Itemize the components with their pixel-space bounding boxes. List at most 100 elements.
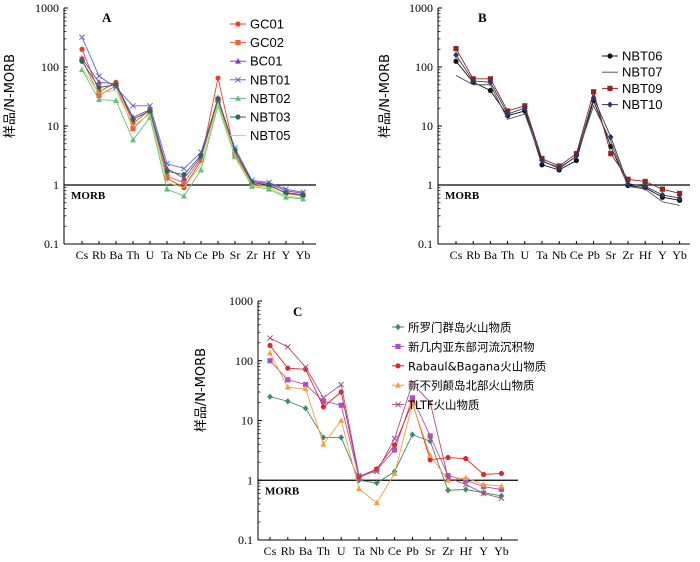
legend-marker: [395, 382, 401, 388]
data-point: [249, 179, 255, 186]
series-line: [455, 60, 680, 201]
legend-entry: GC01: [230, 17, 284, 32]
data-point: [164, 173, 170, 179]
morb-label: MORB: [265, 485, 300, 497]
y-axis-label: 样品/N-MORB: [194, 348, 209, 432]
legend-label: NBT03: [250, 110, 290, 125]
data-point: [374, 479, 380, 487]
data-point: [130, 126, 136, 132]
legend-entry: NBT06: [602, 49, 662, 64]
x-tick-label-u: U: [337, 544, 346, 558]
x-tick-label-cs: Cs: [264, 544, 277, 558]
x-tick-label-ce: Ce: [388, 544, 401, 558]
legend-label: NBT10: [622, 97, 662, 112]
data-point: [445, 477, 451, 483]
data-point: [96, 92, 102, 99]
legend-marker: [235, 21, 241, 27]
x-tick-label-yb: Yb: [672, 248, 687, 262]
x-tick-label-nb: Nb: [177, 248, 192, 262]
data-point: [267, 393, 273, 400]
chart-panel-a: MORB 1000 100 10 1 0.1 样品/N-MORB A Cs Rb Ba Th U Ta Nb…: [3, 1, 316, 262]
legend-marker: [395, 323, 401, 331]
data-point: [113, 82, 119, 88]
x-tick-label-ta: Ta: [161, 248, 173, 262]
y-tick-label: 1000: [409, 1, 433, 15]
data-point: [453, 51, 459, 59]
legend-entry: NBT10: [602, 97, 662, 112]
data-point: [338, 434, 344, 441]
data-point: [445, 487, 451, 494]
legend-label: TLTF火山物质: [407, 398, 480, 412]
panel-label: C: [293, 304, 302, 319]
series-line: [81, 68, 304, 199]
data-point: [130, 116, 136, 122]
data-point: [659, 186, 665, 192]
data-point: [302, 405, 309, 412]
data-point: [373, 468, 380, 475]
data-point: [147, 108, 153, 114]
legend-label: NBT05: [250, 128, 290, 143]
data-point: [573, 157, 580, 164]
data-point: [164, 185, 170, 192]
data-point: [409, 395, 415, 401]
legend-label: NBT01: [250, 72, 290, 87]
series-line: [269, 345, 502, 478]
data-point: [303, 381, 309, 388]
x-tick-label-zr: Zr: [442, 544, 453, 558]
data-point: [392, 442, 398, 448]
data-point: [96, 73, 102, 80]
y-tick-label: 1: [247, 473, 253, 487]
legend-label: NBT07: [622, 65, 662, 80]
series-1: [267, 393, 505, 499]
data-point: [320, 404, 326, 410]
data-point: [659, 191, 666, 199]
data-point: [181, 179, 187, 186]
x-tick-label-th: Th: [126, 248, 139, 262]
data-point: [338, 381, 345, 388]
y-tick-label: 1: [427, 178, 433, 192]
series-7: [81, 68, 304, 199]
data-point: [498, 495, 505, 502]
data-point: [427, 399, 434, 406]
data-point: [470, 77, 476, 85]
x-tick-label-nb: Nb: [369, 544, 384, 558]
series-line: [81, 69, 304, 200]
x-tick-label-rb: Rb: [281, 544, 295, 558]
x-tick-label-hf: Hf: [639, 248, 652, 262]
series-5: [267, 335, 505, 502]
data-point: [498, 482, 505, 489]
data-point: [320, 398, 326, 404]
data-point: [504, 110, 511, 118]
x-tick-label-pb: Pb: [406, 544, 419, 558]
x-tick-label-ba: Ba: [109, 248, 123, 262]
x-tick-label-rb: Rb: [92, 248, 106, 262]
x-tick-label-ta: Ta: [353, 544, 365, 558]
data-point: [445, 454, 451, 461]
data-point: [625, 180, 631, 187]
data-point: [481, 471, 487, 478]
y-tick-label: 0.1: [238, 533, 253, 547]
x-tick-label-pb: Pb: [212, 248, 225, 262]
legend-entry: NBT01: [230, 72, 290, 87]
y-tick-label: 1: [53, 178, 59, 192]
morb-label: MORB: [71, 190, 106, 202]
series-line: [455, 48, 680, 194]
data-point: [181, 172, 187, 178]
series-4: [453, 51, 683, 202]
legend-entry: NBT03: [230, 110, 290, 125]
y-tick-label: 100: [415, 60, 433, 74]
legend-label: BC01: [250, 54, 283, 69]
data-point: [181, 165, 187, 172]
data-point: [198, 166, 204, 173]
data-point: [267, 358, 273, 364]
data-point: [130, 136, 136, 143]
legend-entry: 新几内亚东部河流沉积物: [392, 340, 535, 354]
data-point: [676, 194, 683, 202]
data-point: [453, 58, 459, 64]
legend-label: 新不列颠岛北部火山物质: [408, 379, 535, 393]
data-point: [198, 152, 204, 158]
data-point: [591, 89, 597, 95]
data-point: [302, 364, 309, 371]
x-tick-label-ba: Ba: [484, 248, 498, 262]
